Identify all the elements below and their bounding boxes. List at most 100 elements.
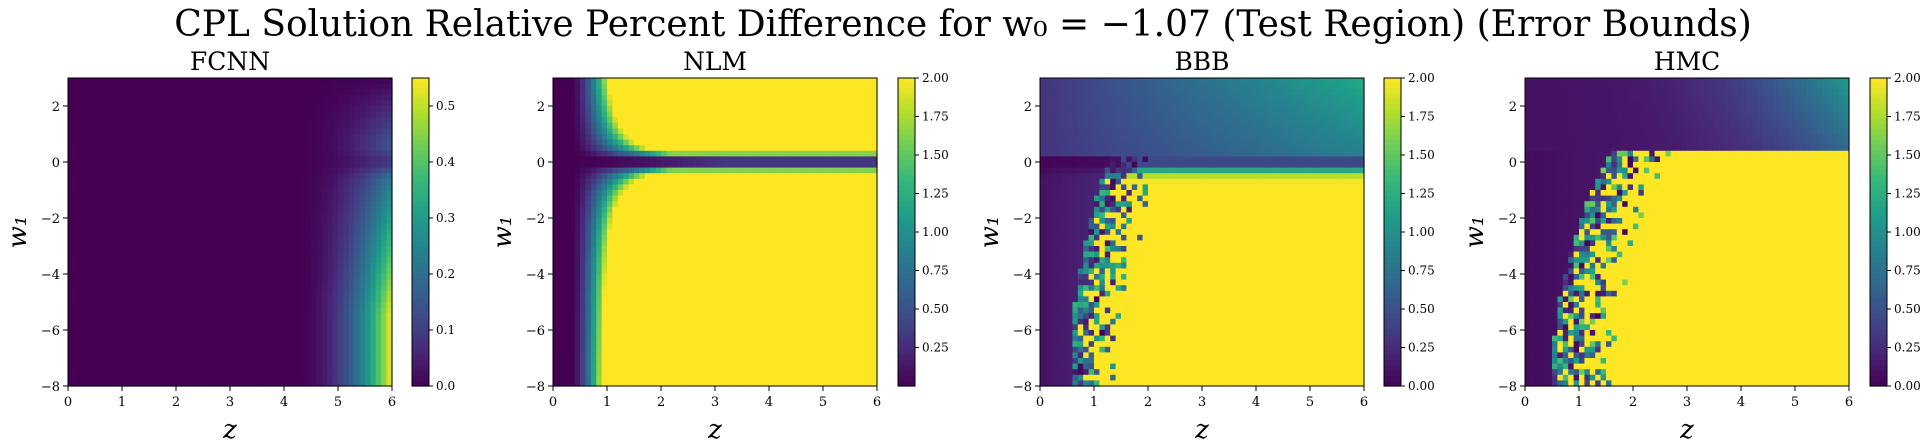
heatmap-cell bbox=[866, 106, 873, 113]
heatmap-cell bbox=[801, 78, 808, 85]
heatmap-cell bbox=[844, 218, 851, 225]
heatmap-cell bbox=[73, 150, 80, 157]
heatmap-cell bbox=[197, 212, 204, 219]
heatmap-cell bbox=[181, 240, 188, 247]
heatmap-cell bbox=[332, 83, 339, 90]
heatmap-cell bbox=[327, 134, 334, 141]
heatmap-cell bbox=[850, 100, 856, 107]
y-tick-label: 2 bbox=[52, 100, 60, 115]
heatmap-cell bbox=[95, 139, 101, 146]
heatmap-cell bbox=[267, 201, 274, 208]
heatmap-cell bbox=[617, 195, 624, 202]
heatmap-cell bbox=[386, 279, 393, 286]
heatmap-cell bbox=[246, 268, 253, 275]
heatmap-cell bbox=[235, 290, 242, 297]
heatmap-cell bbox=[693, 89, 700, 96]
heatmap-cell bbox=[801, 212, 808, 219]
heatmap-cell bbox=[731, 218, 738, 225]
heatmap-cell bbox=[720, 218, 727, 225]
heatmap-cell bbox=[704, 89, 711, 96]
heatmap-cell bbox=[381, 223, 388, 230]
heatmap-cell bbox=[300, 184, 307, 191]
heatmap-cell bbox=[262, 307, 269, 314]
heatmap-cell bbox=[267, 268, 274, 275]
heatmap-cell bbox=[143, 369, 150, 376]
heatmap-cell bbox=[359, 330, 366, 337]
heatmap-cell bbox=[709, 195, 716, 202]
heatmap-cell bbox=[375, 285, 382, 292]
heatmap-cell bbox=[752, 218, 759, 225]
heatmap-cell bbox=[742, 117, 748, 124]
heatmap-cell bbox=[806, 100, 813, 107]
heatmap-cell bbox=[833, 117, 840, 124]
heatmap-cell bbox=[122, 156, 128, 163]
heatmap-cell bbox=[725, 201, 732, 208]
heatmap-cell bbox=[273, 139, 280, 146]
heatmap-cell bbox=[698, 201, 705, 208]
heatmap-cell bbox=[338, 195, 344, 202]
heatmap-cell bbox=[111, 262, 118, 269]
heatmap-cell bbox=[316, 162, 323, 169]
heatmap-cell bbox=[251, 190, 258, 197]
heatmap-cell bbox=[693, 178, 700, 185]
heatmap-cell bbox=[817, 190, 824, 197]
heatmap-cell bbox=[563, 212, 570, 219]
heatmap-cell bbox=[208, 274, 215, 281]
colorbar-segment bbox=[412, 165, 429, 171]
heatmap-cell bbox=[132, 162, 139, 169]
heatmap-cell bbox=[612, 78, 619, 85]
heatmap-cell bbox=[159, 285, 166, 292]
heatmap-cell bbox=[639, 145, 646, 152]
heatmap-cell bbox=[235, 296, 242, 303]
heatmap-cell bbox=[278, 268, 285, 275]
heatmap-cell bbox=[192, 346, 199, 353]
heatmap-cell bbox=[257, 201, 263, 208]
heatmap-cell bbox=[839, 206, 846, 213]
heatmap-cell bbox=[311, 89, 317, 96]
heatmap-cell bbox=[246, 128, 253, 135]
heatmap-cell bbox=[338, 117, 344, 124]
heatmap-cell bbox=[219, 285, 226, 292]
heatmap-cell bbox=[698, 111, 705, 118]
heatmap-cell bbox=[839, 173, 846, 180]
heatmap-cell bbox=[294, 100, 301, 107]
heatmap-cell bbox=[769, 111, 775, 118]
heatmap-cell bbox=[176, 122, 182, 129]
heatmap-cell bbox=[68, 352, 74, 359]
heatmap-cell bbox=[89, 229, 96, 236]
heatmap-cell bbox=[192, 335, 199, 342]
heatmap-cell bbox=[844, 173, 851, 180]
heatmap-cell bbox=[289, 134, 296, 141]
heatmap-cell bbox=[833, 190, 840, 197]
heatmap-cell bbox=[203, 363, 209, 370]
heatmap-cell bbox=[138, 352, 145, 359]
heatmap-cell bbox=[132, 201, 139, 208]
heatmap-cell bbox=[224, 234, 231, 241]
heatmap-cell bbox=[365, 330, 371, 337]
heatmap-cell bbox=[89, 296, 96, 303]
heatmap-cell bbox=[95, 335, 101, 342]
heatmap-cell bbox=[246, 313, 253, 320]
heatmap-cell bbox=[375, 190, 382, 197]
heatmap-cell bbox=[715, 89, 721, 96]
heatmap-cell bbox=[230, 134, 236, 141]
heatmap-cell bbox=[95, 111, 101, 118]
heatmap-cell bbox=[197, 78, 204, 85]
heatmap-cell bbox=[343, 223, 350, 230]
heatmap-cell bbox=[84, 290, 91, 297]
heatmap-cell bbox=[154, 145, 161, 152]
heatmap-cell bbox=[208, 374, 215, 381]
heatmap-cell bbox=[186, 324, 193, 331]
heatmap-cell bbox=[698, 122, 705, 129]
heatmap-cell bbox=[116, 268, 123, 275]
heatmap-cell bbox=[219, 117, 226, 124]
heatmap-cell bbox=[78, 318, 85, 325]
heatmap-cell bbox=[122, 341, 128, 348]
heatmap-cell bbox=[224, 150, 231, 157]
heatmap-cell bbox=[213, 251, 220, 258]
heatmap-cell bbox=[580, 106, 586, 113]
colorbar-segment bbox=[412, 309, 429, 315]
heatmap-cell bbox=[224, 318, 231, 325]
heatmap-cell bbox=[127, 262, 134, 269]
heatmap-cell bbox=[574, 106, 581, 113]
